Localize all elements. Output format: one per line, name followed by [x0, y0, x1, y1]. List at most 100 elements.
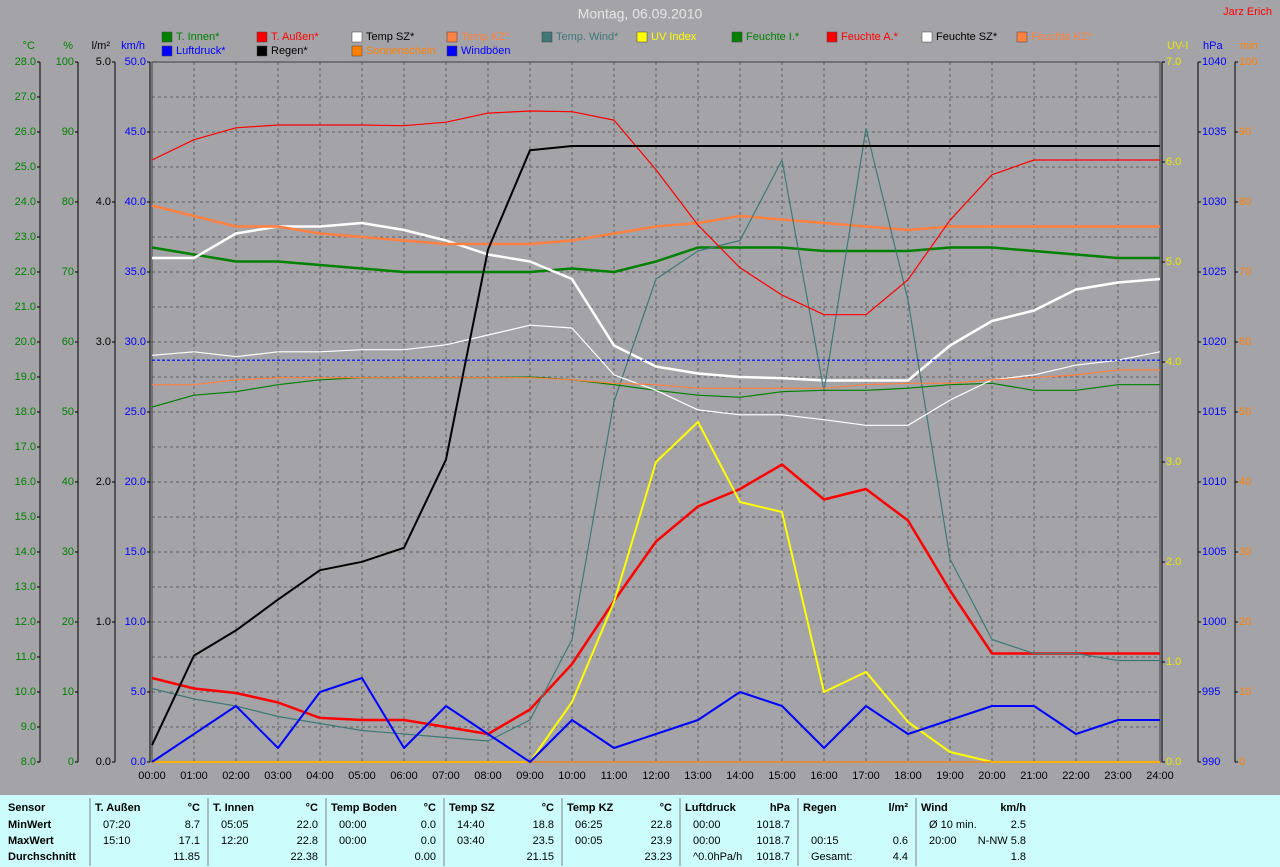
y-tick-label: 2.0 — [96, 476, 111, 488]
cell-value: 23.5 — [533, 835, 554, 847]
y-tick-label: 990 — [1202, 756, 1220, 768]
row-label: MinWert — [8, 819, 52, 831]
y-tick-label: 50 — [62, 406, 74, 418]
x-tick-label: 11:00 — [601, 770, 628, 782]
y-tick-label: 50 — [1239, 406, 1251, 418]
y-tick-label: 50.0 — [125, 56, 146, 68]
cell-time: 00:00 — [693, 835, 721, 847]
column-unit: °C — [188, 802, 200, 814]
cell-value: 0.00 — [415, 851, 436, 863]
cell-value: 1018.7 — [756, 851, 790, 863]
y-tick-label: 4.0 — [1166, 356, 1181, 368]
cell-time: 07:20 — [103, 819, 131, 831]
y-tick-label: 60 — [62, 336, 74, 348]
cell-value: 22.38 — [290, 851, 318, 863]
y-tick-label: 15.0 — [125, 546, 146, 558]
x-tick-label: 13:00 — [684, 770, 712, 782]
cell-time: 15:10 — [103, 835, 131, 847]
y-tick-label: 19.0 — [15, 371, 36, 383]
column-header: Regen — [803, 802, 837, 814]
cell-value: 0.6 — [893, 835, 908, 847]
cell-time: Gesamt: — [811, 851, 853, 863]
legend-swatch — [256, 45, 268, 57]
y-tick-label: 16.0 — [15, 476, 36, 488]
cell-time: 14:40 — [457, 819, 485, 831]
y-tick-label: 10.0 — [125, 616, 146, 628]
column-unit: °C — [306, 802, 318, 814]
y-tick-label: 24.0 — [15, 196, 36, 208]
x-tick-label: 09:00 — [516, 770, 544, 782]
y-tick-label: 22.0 — [15, 266, 36, 278]
x-tick-label: 15:00 — [768, 770, 796, 782]
y-tick-label: 6.0 — [1166, 156, 1181, 168]
cell-value: 1.8 — [1011, 851, 1026, 863]
series-line — [151, 145, 1160, 746]
legend-swatch — [541, 31, 553, 43]
legend-label: Windböen — [461, 45, 511, 57]
column-header: Temp KZ — [567, 802, 614, 814]
legend-label: Feuchte A.* — [841, 31, 899, 43]
legend-label: Luftdruck* — [176, 45, 226, 57]
x-tick-label: 24:00 — [1146, 770, 1174, 782]
row-label: Sensor — [8, 802, 46, 814]
axis-label: UV-I — [1167, 40, 1188, 52]
y-tick-label: 45.0 — [125, 126, 146, 138]
axis-label: km/h — [121, 40, 145, 52]
cell-value: 23.23 — [644, 851, 672, 863]
column-header: Wind — [921, 802, 948, 814]
column-unit: hPa — [770, 802, 791, 814]
legend-swatch — [731, 31, 743, 43]
column-unit: °C — [424, 802, 436, 814]
y-tick-label: 0.0 — [1166, 756, 1181, 768]
y-tick-label: 7.0 — [1166, 56, 1181, 68]
y-tick-label: 25.0 — [15, 161, 36, 173]
y-tick-label: 28.0 — [15, 56, 36, 68]
y-tick-label: 20 — [62, 616, 74, 628]
column-unit: l/m² — [888, 802, 908, 814]
series-line — [151, 463, 1160, 736]
y-tick-label: 1.0 — [1166, 656, 1181, 668]
y-tick-label: 0 — [1239, 756, 1245, 768]
y-tick-label: 30 — [1239, 546, 1251, 558]
y-tick-label: 0.0 — [96, 756, 111, 768]
y-tick-label: 21.0 — [15, 301, 36, 313]
column-header: T. Innen — [213, 802, 254, 814]
cell-value: 4.4 — [893, 851, 908, 863]
y-tick-label: 8.0 — [21, 756, 36, 768]
cell-time: 00:05 — [575, 835, 603, 847]
y-tick-label: 0 — [68, 756, 74, 768]
column-header: T. Außen — [95, 802, 141, 814]
x-tick-label: 05:00 — [348, 770, 376, 782]
legend-swatch — [256, 31, 268, 43]
x-tick-label: 04:00 — [306, 770, 334, 782]
legend-label: Feuchte I.* — [746, 31, 800, 43]
y-tick-label: 11.0 — [15, 651, 36, 663]
y-tick-label: 40 — [62, 476, 74, 488]
legend-swatch — [826, 31, 838, 43]
y-tick-label: 1030 — [1202, 196, 1226, 208]
cell-value: 21.15 — [526, 851, 554, 863]
series-line — [151, 204, 1160, 246]
series-line — [152, 221, 1161, 382]
y-tick-label: 40.0 — [125, 196, 146, 208]
x-tick-label: 22:00 — [1062, 770, 1090, 782]
x-tick-label: 07:00 — [432, 770, 460, 782]
y-tick-label: 27.0 — [15, 91, 36, 103]
cell-value: 17.1 — [179, 835, 200, 847]
cell-value: 8.7 — [185, 819, 200, 831]
y-tick-label: 20.0 — [125, 476, 146, 488]
legend-swatch — [921, 31, 933, 43]
cell-value: 22.8 — [651, 819, 672, 831]
legend-swatch — [446, 31, 458, 43]
cell-time: 03:40 — [457, 835, 485, 847]
x-tick-label: 21:00 — [1020, 770, 1048, 782]
legend-label: Temp KZ* — [461, 31, 510, 43]
cell-time: 00:00 — [339, 819, 367, 831]
legend-label: T. Außen* — [271, 31, 319, 43]
cell-time: 05:05 — [221, 819, 249, 831]
y-tick-label: 30 — [62, 546, 74, 558]
x-tick-label: 19:00 — [936, 770, 964, 782]
x-tick-label: 14:00 — [726, 770, 754, 782]
cell-time: 00:15 — [811, 835, 839, 847]
